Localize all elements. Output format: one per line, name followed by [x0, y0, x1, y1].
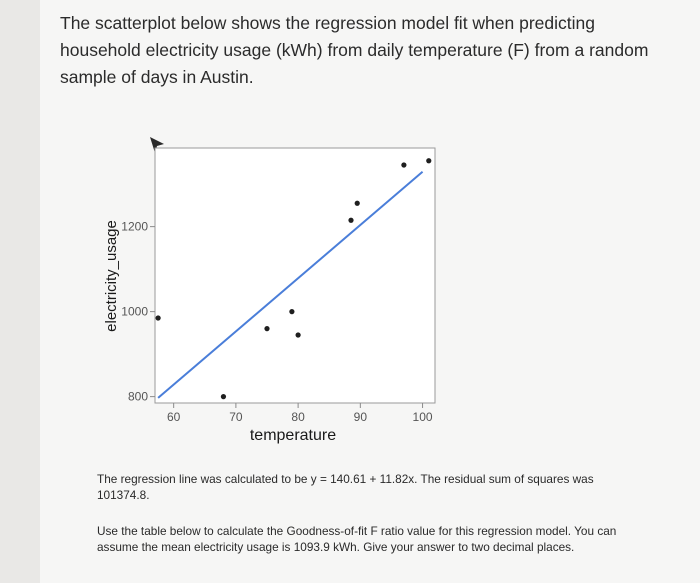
data-point — [289, 309, 295, 315]
x-tick-label: 70 — [229, 410, 243, 424]
y-axis-label: electricity_usage — [103, 220, 120, 332]
data-point — [295, 332, 301, 338]
data-point — [348, 217, 354, 223]
x-tick-label: 90 — [354, 410, 368, 424]
x-tick-label: 100 — [413, 410, 433, 424]
data-point — [354, 200, 360, 206]
data-point — [426, 158, 432, 164]
question-text: The scatterplot below shows the regressi… — [60, 13, 649, 87]
y-tick-label: 800 — [128, 390, 148, 404]
data-point — [401, 162, 407, 168]
data-point — [220, 394, 227, 400]
data-point — [155, 315, 161, 321]
scatter-chart: 60 70 80 90 100 800 1000 1200 electricity_usage… — [85, 128, 455, 448]
y-tick-label: 1200 — [121, 220, 148, 234]
x-axis-label: temperature — [250, 427, 336, 444]
regression-line — [157, 171, 424, 399]
x-tick-label: 80 — [291, 410, 305, 424]
y-tick-label: 1000 — [121, 305, 148, 319]
chart-svg: 60 70 80 90 100 800 1000 1200 electricity_usage… — [103, 137, 436, 444]
instruction-text: Use the table below to calculate the Goo… — [97, 524, 617, 554]
mouse-cursor-icon — [150, 137, 164, 153]
data-point — [264, 326, 270, 332]
x-tick-label: 60 — [167, 410, 181, 424]
regression-note: The regression line was calculated to be… — [97, 472, 594, 502]
